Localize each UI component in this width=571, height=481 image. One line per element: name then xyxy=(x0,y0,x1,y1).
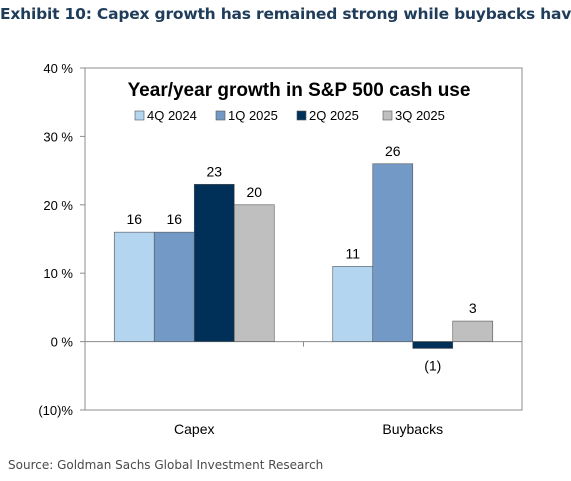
y-axis: 40 % 30 % 20 % 10 % 0 % (10)% xyxy=(38,61,85,418)
bar-buybacks-2q-2025 xyxy=(412,341,454,349)
legend-label-1q-2025: 1Q 2025 xyxy=(228,108,278,123)
bar-capex-1q-2025 xyxy=(153,231,195,342)
legend: 4Q 2024 1Q 2025 2Q 2025 3Q 2025 xyxy=(134,108,445,123)
y-tick-label: 0 % xyxy=(51,335,74,350)
legend-swatch-4q-2024 xyxy=(134,110,145,121)
legend-label-4q-2024: 4Q 2024 xyxy=(147,108,197,123)
bar-buybacks-3q-2025 xyxy=(452,320,494,342)
legend-label-2q-2025: 2Q 2025 xyxy=(309,108,359,123)
data-label-capex-1q-2025: 16 xyxy=(166,211,182,227)
bar-buybacks-4q-2024 xyxy=(332,266,374,342)
bar-capex-2q-2025 xyxy=(193,183,235,342)
y-tick-label: (10)% xyxy=(38,403,73,418)
y-tick-label: 20 % xyxy=(43,198,73,213)
bars xyxy=(113,163,494,349)
data-label-buybacks-4q-2024: 11 xyxy=(345,245,360,261)
y-tick-label: 30 % xyxy=(43,129,73,144)
x-axis: Capex Buybacks xyxy=(84,341,523,437)
x-tick-label-capex: Capex xyxy=(174,421,214,437)
source-note: Source: Goldman Sachs Global Investment … xyxy=(8,458,324,472)
legend-label-3q-2025: 3Q 2025 xyxy=(395,108,445,123)
y-tick-label: 10 % xyxy=(43,266,73,281)
legend-swatch-1q-2025 xyxy=(215,110,226,121)
data-labels: 16 16 23 20 11 26 (1) 3 xyxy=(126,143,476,374)
chart-title: Year/year growth in S&P 500 cash use xyxy=(128,80,471,101)
y-tick-label: 40 % xyxy=(43,61,73,76)
legend-swatch-3q-2025 xyxy=(382,110,393,121)
bar-capex-4q-2024 xyxy=(113,231,155,342)
data-label-capex-4q-2024: 16 xyxy=(126,211,142,227)
data-label-buybacks-3q-2025: 3 xyxy=(469,300,477,316)
bar-capex-3q-2025 xyxy=(233,204,275,342)
x-tick-label-buybacks: Buybacks xyxy=(382,421,443,437)
data-label-buybacks-2q-2025: (1) xyxy=(424,357,441,373)
plot-area-frame xyxy=(84,67,523,411)
data-label-capex-3q-2025: 20 xyxy=(246,184,262,200)
legend-swatch-2q-2025 xyxy=(296,110,307,121)
exhibit-title: Exhibit 10: Capex growth has remained st… xyxy=(0,5,571,23)
data-label-capex-2q-2025: 23 xyxy=(206,163,222,179)
bar-buybacks-1q-2025 xyxy=(372,163,414,342)
data-label-buybacks-1q-2025: 26 xyxy=(385,143,401,159)
